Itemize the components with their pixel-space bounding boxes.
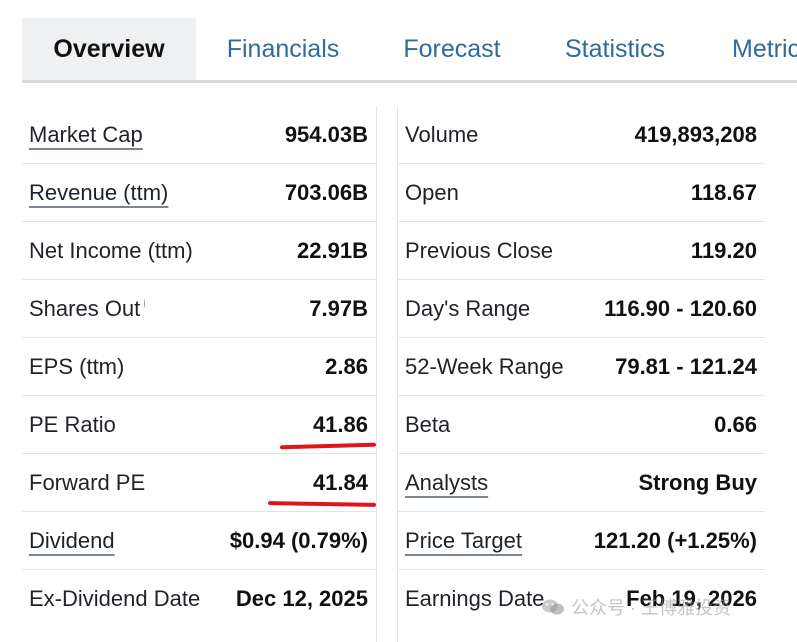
tab-bar: Overview Financials Forecast Statistics … bbox=[22, 18, 797, 83]
row-eps: EPS (ttm) 2.86 bbox=[22, 338, 376, 396]
ex-dividend-label: Ex-Dividend Date bbox=[29, 585, 201, 611]
revenue-value: 703.06B bbox=[284, 179, 368, 205]
overview-table-left: Market Cap 954.03B Revenue (ttm) 703.06B… bbox=[22, 106, 377, 627]
days-range-value: 116.90 - 120.60 bbox=[604, 295, 757, 321]
forward-pe-label: Forward PE bbox=[29, 469, 146, 495]
revenue-link[interactable]: Revenue (ttm) bbox=[29, 179, 169, 205]
row-market-cap: Market Cap 954.03B bbox=[22, 106, 376, 164]
52-week-range-label: 52-Week Range bbox=[405, 353, 564, 379]
days-range-label: Day's Range bbox=[405, 295, 531, 321]
row-price-target: Price Target 121.20 (+1.25%) bbox=[398, 512, 765, 570]
row-earnings-date: Earnings Date Feb 19, 2026 bbox=[398, 570, 765, 627]
eps-value: 2.86 bbox=[325, 353, 368, 379]
beta-label: Beta bbox=[405, 411, 451, 437]
row-volume: Volume 419,893,208 bbox=[398, 106, 765, 164]
52-week-range-value: 79.81 - 121.24 bbox=[615, 353, 757, 379]
row-days-range: Day's Range 116.90 - 120.60 bbox=[398, 280, 765, 338]
shares-out-text: Shares Out bbox=[29, 295, 141, 321]
tab-statistics[interactable]: Statistics bbox=[564, 35, 666, 63]
info-icon[interactable]: i bbox=[143, 298, 146, 311]
open-label: Open bbox=[405, 179, 459, 205]
earnings-date-label: Earnings Date bbox=[405, 585, 545, 611]
dividend-link[interactable]: Dividend bbox=[29, 527, 115, 553]
row-previous-close: Previous Close 119.20 bbox=[398, 222, 765, 280]
row-open: Open 118.67 bbox=[398, 164, 765, 222]
pe-ratio-value: 41.86 bbox=[312, 411, 368, 437]
shares-out-value: 7.97B bbox=[309, 295, 368, 321]
analysts-link[interactable]: Analysts bbox=[405, 469, 489, 495]
analysts-value: Strong Buy bbox=[638, 469, 757, 495]
highlight-underline-pe bbox=[279, 442, 377, 450]
highlight-underline-forward-pe bbox=[267, 501, 377, 507]
ex-dividend-value: Dec 12, 2025 bbox=[235, 585, 368, 611]
price-target-value: 121.20 (+1.25%) bbox=[593, 527, 757, 553]
dividend-value: $0.94 (0.79%) bbox=[229, 527, 368, 553]
wechat-icon bbox=[542, 599, 564, 615]
beta-value: 0.66 bbox=[714, 411, 757, 437]
net-income-value: 22.91B bbox=[297, 237, 368, 263]
earnings-date-value: Feb 19, 2026 bbox=[626, 585, 757, 611]
market-cap-link[interactable]: Market Cap bbox=[29, 121, 143, 147]
row-ex-dividend: Ex-Dividend Date Dec 12, 2025 bbox=[22, 570, 376, 627]
eps-label: EPS (ttm) bbox=[29, 353, 125, 379]
row-pe-ratio: PE Ratio 41.86 bbox=[22, 396, 377, 454]
previous-close-label: Previous Close bbox=[405, 237, 553, 263]
watermark: 公众号 · 王博雅投资 bbox=[541, 594, 731, 620]
forward-pe-value: 41.84 bbox=[312, 469, 368, 495]
tab-overview[interactable]: Overview bbox=[22, 18, 196, 80]
tab-financials[interactable]: Financials bbox=[226, 35, 340, 63]
watermark-text: 公众号 · 王博雅投资 bbox=[571, 598, 731, 618]
open-value: 118.67 bbox=[690, 179, 757, 205]
previous-close-value: 119.20 bbox=[690, 237, 757, 263]
shares-out-label: Shares Out i bbox=[22, 296, 146, 322]
volume-label: Volume bbox=[405, 121, 479, 147]
column-divider-left bbox=[376, 106, 377, 642]
tab-forecast[interactable]: Forecast bbox=[403, 35, 501, 63]
price-target-link[interactable]: Price Target bbox=[405, 527, 522, 553]
row-revenue: Revenue (ttm) 703.06B bbox=[22, 164, 376, 222]
volume-value: 419,893,208 bbox=[634, 121, 757, 147]
row-net-income: Net Income (ttm) 22.91B bbox=[22, 222, 376, 280]
row-dividend: Dividend $0.94 (0.79%) bbox=[22, 512, 376, 570]
row-52-week-range: 52-Week Range 79.81 - 121.24 bbox=[398, 338, 765, 396]
pe-ratio-label: PE Ratio bbox=[29, 411, 116, 437]
row-forward-pe: Forward PE 41.84 bbox=[22, 454, 377, 512]
tab-metrics[interactable]: Metric bbox=[732, 35, 797, 63]
net-income-label: Net Income (ttm) bbox=[29, 237, 193, 263]
row-analysts: Analysts Strong Buy bbox=[398, 454, 765, 512]
column-divider-right bbox=[397, 106, 398, 642]
overview-table-right: Volume 419,893,208 Open 118.67 Previous … bbox=[398, 106, 765, 627]
row-beta: Beta 0.66 bbox=[398, 396, 765, 454]
row-shares-out: Shares Out i 7.97B bbox=[22, 280, 376, 338]
market-cap-value: 954.03B bbox=[284, 121, 368, 147]
